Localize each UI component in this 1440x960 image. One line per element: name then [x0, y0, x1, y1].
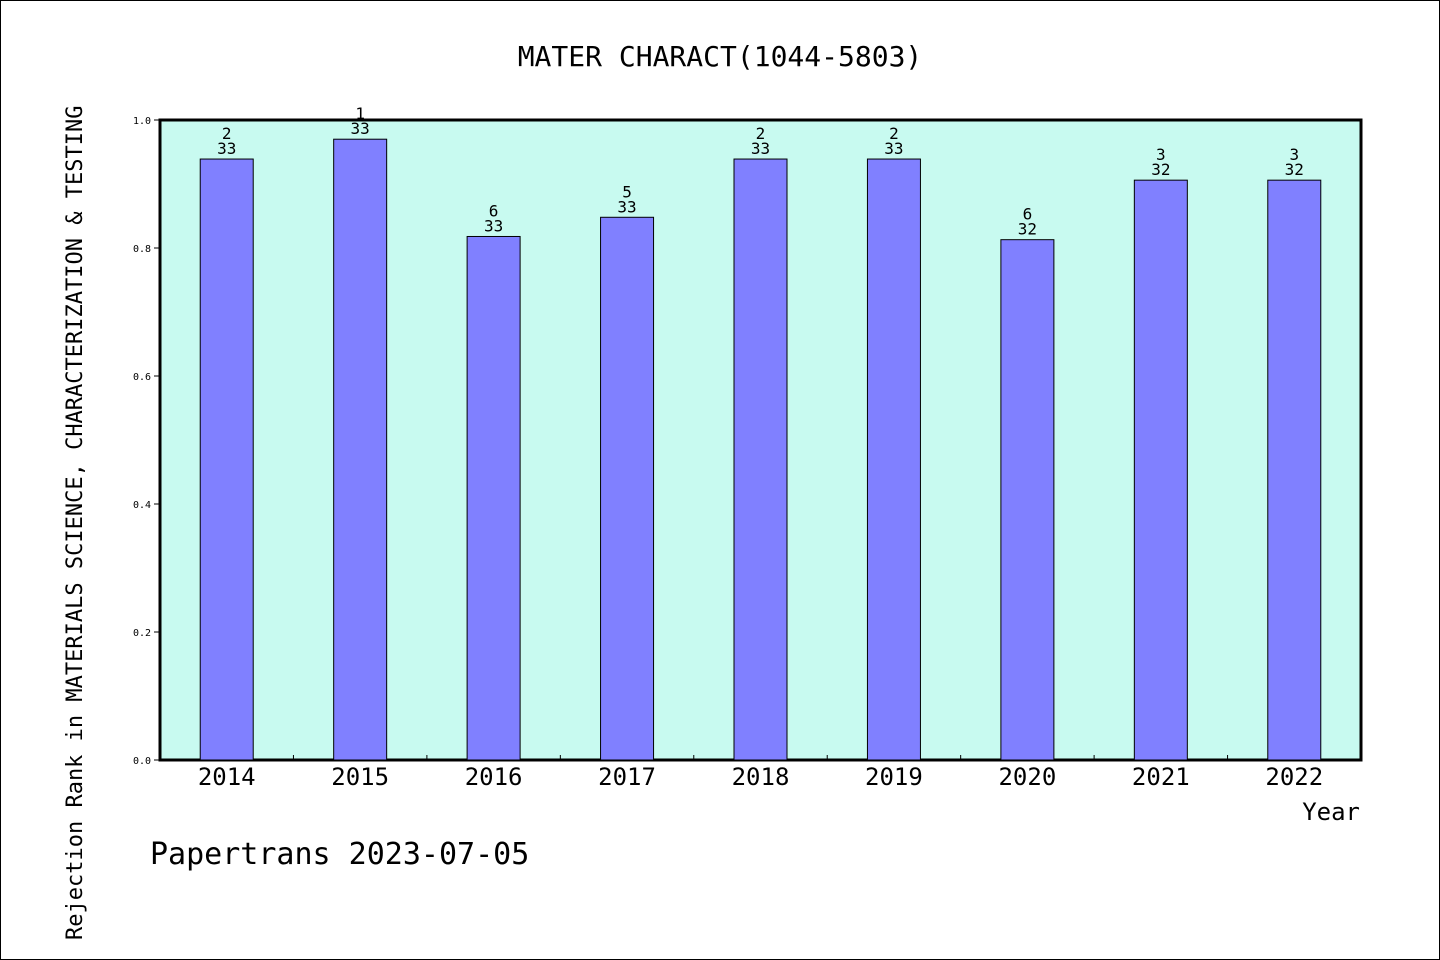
y-tick-label: 0.2: [133, 628, 151, 639]
y-tick-label: 1.0: [133, 116, 151, 127]
bar-rank-label: 2: [222, 124, 232, 143]
bar-2016: [466, 235, 521, 761]
x-tick-label: 2020: [998, 763, 1056, 791]
bar-2019: [866, 158, 921, 761]
bar-total-label: 32: [1151, 160, 1170, 179]
bar-total-label: 33: [884, 139, 903, 158]
bar-2022: [1267, 179, 1322, 761]
bar-2015: [333, 138, 388, 761]
bar-rank-label: 1: [355, 104, 365, 123]
bar-rank-label: 6: [489, 201, 499, 220]
bar-2020: [1000, 239, 1055, 761]
bar-2017: [600, 216, 655, 761]
bar-rank-label: 5: [622, 182, 632, 201]
x-tick-label: 2015: [331, 763, 389, 791]
bar-rank-label: 6: [1023, 205, 1033, 224]
bar-total-label: 33: [217, 139, 236, 158]
chart-title: MATER CHARACT(1044-5803): [518, 40, 923, 73]
y-tick-label: 0.6: [133, 372, 151, 383]
x-tick-label: 2021: [1132, 763, 1190, 791]
bar-total-label: 32: [1285, 160, 1304, 179]
bar-rank-label: 2: [889, 124, 899, 143]
y-tick-label: 0.8: [133, 244, 151, 255]
bar-rank-label: 3: [1289, 145, 1299, 164]
x-tick-label: 2019: [865, 763, 923, 791]
bar-total-label: 33: [617, 197, 636, 216]
x-axis-ticks: 2014 2015 2016 2017 2018 2019 2020 2021 2022: [198, 755, 1323, 791]
bar-rank-label: 3: [1156, 145, 1166, 164]
footer-credit: Papertrans 2023-07-05: [150, 837, 529, 872]
x-tick-label: 2014: [198, 763, 256, 791]
bar-total-label: 33: [751, 139, 770, 158]
bar-total-label: 33: [484, 216, 503, 235]
y-axis-ticks: 0.0 0.2 0.4 0.6 0.8 1.0: [133, 116, 160, 767]
x-tick-label: 2022: [1265, 763, 1323, 791]
bar-2014: [199, 158, 254, 761]
y-tick-label: 0.4: [133, 500, 151, 511]
bar-total-label: 32: [1018, 220, 1037, 239]
x-tick-label: 2016: [465, 763, 523, 791]
x-axis-label: Year: [1302, 798, 1360, 826]
bar-group: [199, 138, 1322, 761]
x-tick-label: 2017: [598, 763, 656, 791]
y-axis-label: Rejection Rank in MATERIALS SCIENCE, CHA…: [63, 106, 88, 940]
y-tick-label: 0.0: [133, 756, 151, 767]
bar-2021: [1133, 179, 1188, 761]
bar-total-label: 33: [351, 119, 370, 138]
bar-2018: [733, 158, 788, 761]
bar-rank-label: 2: [756, 124, 766, 143]
x-tick-label: 2018: [732, 763, 790, 791]
